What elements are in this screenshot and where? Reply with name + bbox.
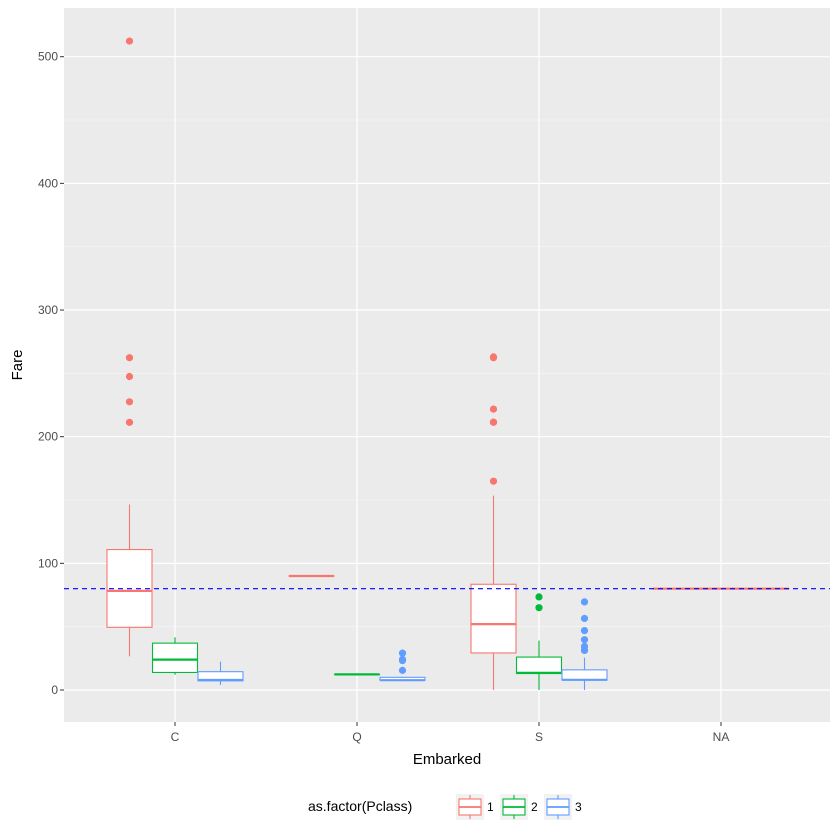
x-tick-label: Q bbox=[352, 730, 361, 744]
y-tick-label: 400 bbox=[38, 176, 58, 190]
y-tick-label: 300 bbox=[38, 303, 58, 317]
x-tick-label: NA bbox=[713, 730, 730, 744]
axes: 0 100 200 300 400 500 C Q S NA bbox=[38, 50, 729, 744]
box-body bbox=[470, 583, 517, 654]
outlier-point bbox=[580, 642, 589, 651]
x-tick-label: S bbox=[535, 730, 543, 744]
box-C-class-2 bbox=[151, 637, 199, 675]
grid-lines bbox=[64, 8, 830, 722]
y-tick-label: 500 bbox=[38, 50, 58, 64]
outlier-point bbox=[489, 477, 498, 485]
outlier-point bbox=[489, 353, 498, 361]
outlier-point bbox=[125, 37, 134, 45]
box-body bbox=[151, 642, 199, 673]
outlier-point bbox=[580, 626, 589, 635]
y-tick-label: 100 bbox=[38, 556, 58, 570]
legend-label: 2 bbox=[531, 800, 538, 814]
box-Q-class-3 bbox=[379, 649, 426, 682]
outlier-point bbox=[535, 604, 543, 612]
box-C-class-1 bbox=[106, 37, 153, 657]
outlier-point bbox=[580, 636, 589, 644]
legend-label: 1 bbox=[487, 800, 494, 814]
legend: as.factor(Pclass) 1 2 3 bbox=[308, 794, 582, 820]
legend-item-class-3: 3 bbox=[544, 794, 582, 820]
legend-item-class-2: 2 bbox=[500, 794, 538, 820]
outlier-point bbox=[398, 666, 407, 674]
outlier-point bbox=[489, 405, 498, 413]
outlier-point bbox=[535, 593, 543, 601]
y-axis-title: Fare bbox=[9, 350, 26, 381]
plot-panel bbox=[64, 8, 830, 722]
outlier-point bbox=[125, 354, 134, 362]
outlier-point bbox=[398, 655, 407, 664]
legend-title: as.factor(Pclass) bbox=[308, 798, 412, 814]
box-body bbox=[515, 656, 563, 675]
outlier-point bbox=[398, 649, 407, 657]
outlier-point bbox=[125, 372, 134, 381]
box-layer bbox=[106, 37, 790, 690]
box-body bbox=[561, 669, 608, 681]
outlier-point bbox=[580, 598, 589, 606]
box-S-class-2 bbox=[515, 593, 563, 690]
legend-label: 3 bbox=[575, 800, 582, 814]
box-S-class-1 bbox=[470, 353, 517, 690]
outlier-point bbox=[580, 614, 589, 623]
outlier-point bbox=[489, 418, 498, 426]
box-S-class-3 bbox=[561, 598, 608, 690]
y-tick-label: 0 bbox=[51, 683, 58, 697]
outlier-point bbox=[125, 418, 134, 426]
y-tick-label: 200 bbox=[38, 430, 58, 444]
legend-item-class-1: 1 bbox=[456, 794, 494, 820]
x-tick-label: C bbox=[171, 730, 180, 744]
x-axis-title: Embarked bbox=[413, 751, 481, 768]
box-C-class-3 bbox=[197, 661, 244, 685]
outlier-point bbox=[125, 398, 134, 406]
